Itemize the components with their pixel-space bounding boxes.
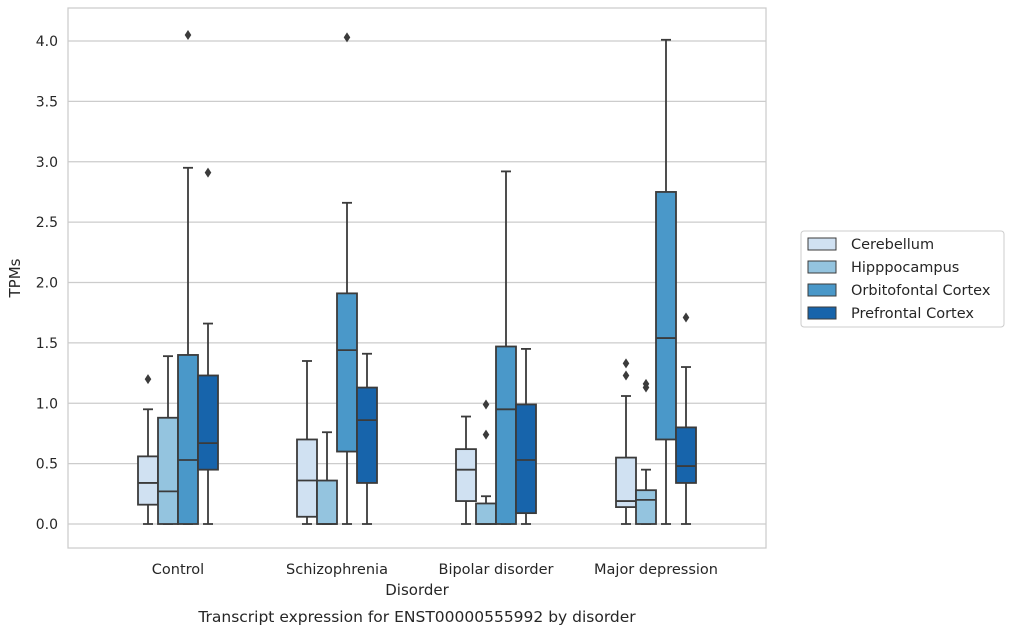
box-iqr (455, 448, 477, 502)
box-iqr (675, 426, 697, 484)
y-axis-label: TPMs (6, 258, 24, 298)
box-cerebellum (615, 358, 637, 525)
box-iqr (197, 374, 219, 471)
x-tick-labels: Control Schizophrenia Bipolar disorder Majo… (152, 562, 718, 578)
legend-swatch (807, 260, 837, 274)
box-iqr (316, 479, 338, 525)
y-tick-label: 1.5 (36, 336, 58, 352)
outlier-point (622, 370, 630, 381)
legend-frame (800, 230, 1005, 328)
box-orbitofontal-cortex (495, 170, 517, 525)
y-tick-label: 2.5 (36, 215, 58, 231)
box-hipppocampus (316, 431, 338, 525)
outlier-point (204, 167, 212, 178)
x-tick-label: Schizophrenia (286, 562, 388, 578)
outlier-point (642, 378, 650, 389)
y-tick-label: 3.5 (36, 94, 58, 110)
chart-title: Transcript expression for ENST0000055599… (197, 608, 636, 626)
legend-swatch (807, 237, 837, 251)
legend-label: Orbitofontal Cortex (851, 283, 991, 299)
box-orbitofontal-cortex (655, 38, 677, 525)
outlier-point (144, 374, 152, 385)
outlier-point (343, 32, 351, 43)
x-tick-label: Bipolar disorder (439, 562, 554, 578)
box-iqr (475, 502, 497, 525)
box-orbitofontal-cortex (336, 32, 358, 525)
box-prefrontal-cortex (515, 348, 537, 525)
legend-swatch (807, 306, 837, 320)
box-hipppocampus (635, 378, 657, 525)
legend: Cerebellum Hipppocampus Orbitofontal Corte… (800, 230, 1005, 328)
y-tick-label: 2.0 (36, 276, 58, 292)
legend-label: Hipppocampus (851, 260, 959, 276)
outlier-point (482, 429, 490, 440)
box-prefrontal-cortex (675, 312, 697, 525)
x-axis-label: Disorder (385, 581, 449, 599)
x-tick-label: Major depression (594, 562, 718, 578)
box-iqr (655, 191, 677, 441)
box-cerebellum (455, 415, 477, 525)
box-iqr (615, 456, 637, 508)
outlier-point (682, 312, 690, 323)
box-iqr (495, 345, 517, 525)
box-iqr (515, 403, 537, 515)
y-tick-labels: 0.0 0.5 1.0 1.5 2.0 2.5 3.0 3.5 4.0 (36, 34, 58, 533)
legend-label: Cerebellum (851, 237, 934, 253)
box-iqr (296, 438, 318, 518)
box-groups (137, 29, 697, 525)
plot-frame (67, 7, 767, 549)
box-iqr (356, 386, 378, 484)
outlier-point (622, 358, 630, 369)
box-iqr (635, 489, 657, 525)
box-iqr (336, 292, 358, 453)
x-tick-label: Control (152, 562, 204, 578)
legend-label: Prefrontal Cortex (851, 306, 974, 322)
y-tick-label: 0.5 (36, 457, 58, 473)
outlier-point (184, 29, 192, 40)
box-iqr (137, 455, 159, 506)
box-iqr (177, 354, 199, 525)
box-prefrontal-cortex (197, 167, 219, 525)
y-tick-label: 4.0 (36, 34, 58, 50)
y-tick-label: 0.0 (36, 517, 58, 533)
y-tick-label: 1.0 (36, 396, 58, 412)
box-iqr (157, 416, 179, 525)
box-hipppocampus (157, 355, 179, 525)
box-prefrontal-cortex (356, 352, 378, 525)
outlier-point (482, 399, 490, 410)
y-tick-label: 3.0 (36, 155, 58, 171)
legend-swatch (807, 283, 837, 297)
box-cerebellum (296, 360, 318, 525)
